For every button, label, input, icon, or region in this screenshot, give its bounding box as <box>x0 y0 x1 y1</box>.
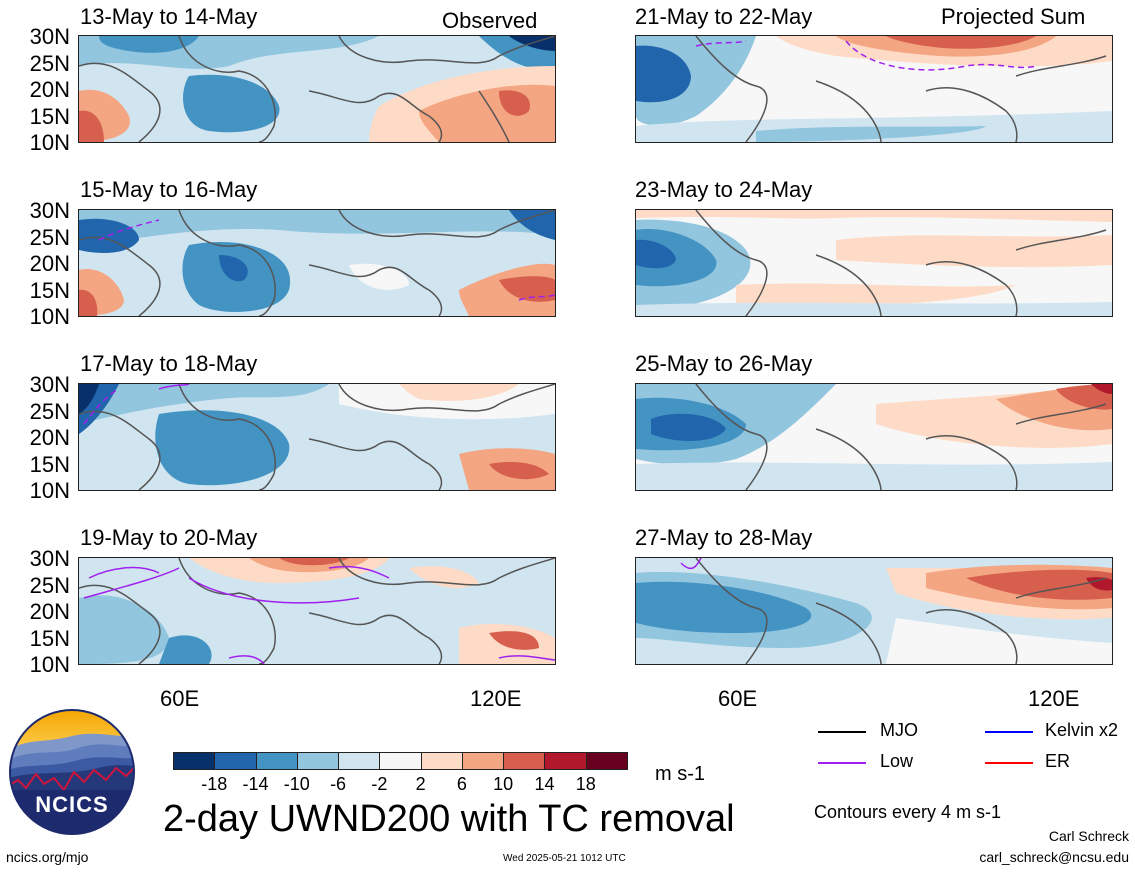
colorbar-box <box>214 752 257 770</box>
legend-low-label: Low <box>880 751 914 771</box>
colorbar-box <box>173 752 216 770</box>
colorbar-ticks: -18 -14 -10 -6 -2 2 6 10 14 18 <box>173 772 627 794</box>
colorbar-box <box>585 752 628 770</box>
panel-title-8: 27-May to 28-May <box>635 525 813 550</box>
map-panel-observed-1 <box>78 35 556 143</box>
main-title: 2-day UWND200 with TC removal <box>163 798 735 840</box>
legend-er-line <box>985 762 1033 764</box>
observed-label: Observed <box>442 8 538 33</box>
y-tick-label: 20N <box>29 251 70 276</box>
y-tick-label: 10N <box>29 652 70 677</box>
x-tick-120e-right: 120E <box>1028 686 1080 711</box>
colorbar-tick-label: -18 <box>201 774 228 794</box>
colorbar-tick-label: 10 <box>493 774 514 794</box>
y-tick-label: 10N <box>29 304 70 329</box>
y-tick-label: 30N <box>29 198 70 223</box>
map-panel-projected-3 <box>635 383 1113 491</box>
y-tick-label: 20N <box>29 425 70 450</box>
map-panel-projected-2 <box>635 209 1113 317</box>
colorbar-tick-label: 2 <box>415 774 426 794</box>
colorbar-box <box>296 752 340 770</box>
x-tick-60e-right: 60E <box>718 686 758 711</box>
colorbar-tick-label: -6 <box>330 774 347 794</box>
colorbar-tick-label: 6 <box>456 774 467 794</box>
y-tick-label: 20N <box>29 599 70 624</box>
colorbar-box <box>338 752 381 770</box>
footer-timestamp: Wed 2025-05-21 1012 UTC <box>503 853 626 864</box>
colorbar-tick-label: 14 <box>534 774 555 794</box>
map-panel-projected-1 <box>635 35 1113 143</box>
panel-title-7: 25-May to 26-May <box>635 351 813 376</box>
panel-title-6: 23-May to 24-May <box>635 177 813 202</box>
y-tick-label: 15N <box>29 625 70 651</box>
y-tick-label: 30N <box>29 24 70 49</box>
map-panel-projected-4 <box>635 557 1113 665</box>
y-tick-label: 25N <box>29 50 70 76</box>
footer-url: ncics.org/mjo <box>6 849 89 865</box>
ncics-logo: NCICS <box>8 708 136 836</box>
y-tick-label: 15N <box>29 451 70 477</box>
y-tick-label: 10N <box>29 478 70 503</box>
panel-title-4: 19-May to 20-May <box>80 525 258 550</box>
map-panel-observed-4 <box>78 557 556 665</box>
colorbar-box <box>544 752 587 770</box>
colorbar-box <box>420 752 463 770</box>
x-tick-120e-left: 120E <box>470 686 522 711</box>
legend-kelvin-line <box>985 731 1033 733</box>
panel-title-1: 13-May to 14-May <box>80 4 258 29</box>
footer-email: carl_schreck@ncsu.edu <box>979 849 1129 865</box>
x-tick-60e-left: 60E <box>160 686 200 711</box>
colorbar-tick-label: -14 <box>242 774 269 794</box>
y-tick-label: 25N <box>29 398 70 424</box>
legend-kelvin-label: Kelvin x2 <box>1045 720 1119 740</box>
y-tick-label: 15N <box>29 277 70 303</box>
legend-mjo-label: MJO <box>880 720 918 740</box>
colorbar-tick-label: 18 <box>575 774 596 794</box>
y-tick-label: 25N <box>29 224 70 250</box>
footer-author: Carl Schreck <box>1048 828 1129 844</box>
y-tick-label: 10N <box>29 130 70 155</box>
legend-mjo-line <box>818 731 866 733</box>
colorbar-tick-label: -10 <box>283 774 310 794</box>
legend-low-line <box>818 762 866 764</box>
legend-er-label: ER <box>1045 751 1071 771</box>
panel-title-5: 21-May to 22-May <box>635 4 813 29</box>
colorbar-box <box>503 752 546 770</box>
map-panel-observed-3 <box>78 383 556 491</box>
panel-title-2: 15-May to 16-May <box>80 177 258 202</box>
projected-sum-label: Projected Sum <box>941 4 1086 29</box>
colorbar-box <box>379 752 422 770</box>
panel-title-3: 17-May to 18-May <box>80 351 258 376</box>
y-tick-label: 30N <box>29 546 70 571</box>
colorbar-units: m s-1 <box>655 763 705 785</box>
y-tick-label: 25N <box>29 572 70 598</box>
colorbar-box <box>461 752 505 770</box>
colorbar-tick-label: -2 <box>371 774 388 794</box>
y-tick-label: 30N <box>29 372 70 397</box>
logo-text: NCICS <box>35 792 109 817</box>
colorbar <box>173 752 628 772</box>
y-tick-label: 15N <box>29 103 70 129</box>
map-panel-observed-2 <box>78 209 556 317</box>
colorbar-box <box>255 752 298 770</box>
contour-note: Contours every 4 m s-1 <box>814 802 1002 822</box>
y-tick-label: 20N <box>29 77 70 102</box>
